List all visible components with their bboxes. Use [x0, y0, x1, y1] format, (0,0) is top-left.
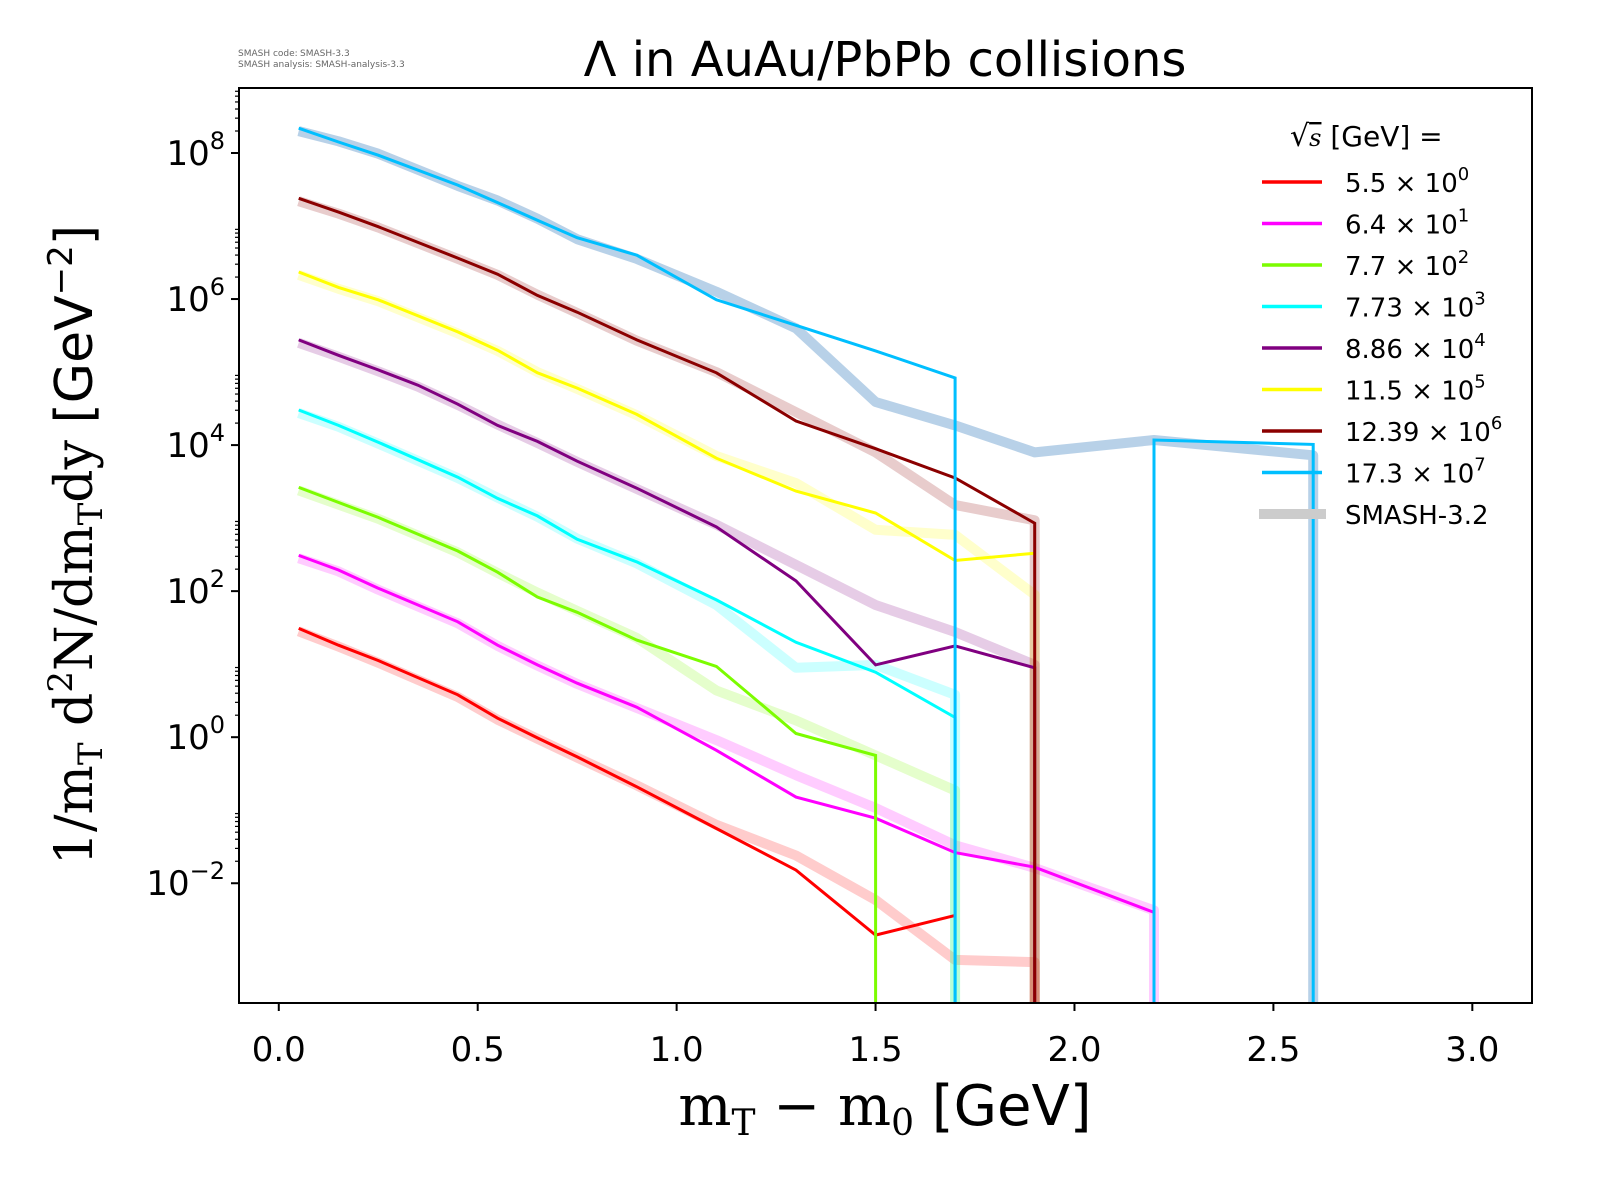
legend-label: 5.5 × 100: [1345, 164, 1469, 199]
reference-line: [297, 408, 961, 1003]
x-tick-label: 2.5: [1246, 1030, 1300, 1070]
legend-label: 7.73 × 103: [1345, 289, 1486, 324]
legend-label-reference: SMASH-3.2: [1345, 501, 1489, 531]
legend-label: 12.39 × 106: [1345, 413, 1502, 448]
series-line: [298, 627, 956, 937]
x-tick-label: 3.0: [1445, 1030, 1499, 1070]
series-line: [298, 126, 1315, 1003]
y-tick-label: 104: [166, 419, 225, 466]
x-tick-label: 1.0: [650, 1030, 704, 1070]
axis-ticks: 0.0 0.5 1.0 1.5 2.0 2.5 3.0 10−2 100 102 104 106 108: [146, 90, 1499, 1070]
series-line: [298, 408, 957, 1003]
data-lines: [298, 126, 1315, 1003]
series-line: [298, 196, 1037, 1003]
chart-title: Λ in AuAu/PbPb collisions: [584, 32, 1187, 88]
analysis-label: SMASH analysis:: [238, 60, 313, 70]
analysis-value: SMASH-analysis-3.3: [315, 60, 405, 70]
series-line: [298, 485, 878, 1003]
reference-line: [297, 485, 961, 1003]
y-axis-label: 1/mT d2N/dmTdy [GeV−2]: [41, 225, 111, 865]
version-info: SMASH code: SMASH-3.3 SMASH analysis: SMA…: [238, 49, 405, 71]
legend-label: 17.3 × 107: [1345, 455, 1486, 490]
series-line: [298, 553, 1156, 1003]
reference-line: [297, 126, 1319, 1003]
code-value: SMASH-3.3: [300, 49, 350, 59]
reference-lines: [296, 126, 1319, 1003]
reference-line: [297, 553, 1159, 1003]
y-tick-label: 10−2: [146, 857, 225, 904]
legend-label: 7.7 × 102: [1345, 247, 1469, 282]
legend-title: √s [GeV] =: [1290, 119, 1443, 154]
x-tick-label: 2.0: [1047, 1030, 1101, 1070]
y-tick-label: 106: [166, 273, 225, 320]
y-tick-label: 100: [166, 711, 225, 758]
y-tick-label: 108: [166, 127, 225, 174]
legend: √s [GeV] = 5.5 × 100 6.4 × 101 7.7 × 102 7.…: [1259, 119, 1502, 531]
x-axis-label: mT − m0 [GeV]: [678, 1074, 1091, 1144]
series-line: [298, 338, 1037, 1003]
reference-line: [297, 196, 1040, 1003]
legend-label: 8.86 × 104: [1345, 330, 1486, 365]
x-tick-label: 0.5: [451, 1030, 505, 1070]
x-tick-label: 0.0: [252, 1030, 306, 1070]
y-tick-label: 102: [166, 565, 225, 612]
legend-label: 11.5 × 105: [1345, 372, 1486, 407]
legend-label: 6.4 × 101: [1345, 206, 1469, 241]
x-tick-label: 1.5: [849, 1030, 903, 1070]
code-label: SMASH code:: [238, 49, 298, 59]
series-line: [298, 270, 1035, 563]
plot-frame: [238, 87, 1533, 1004]
